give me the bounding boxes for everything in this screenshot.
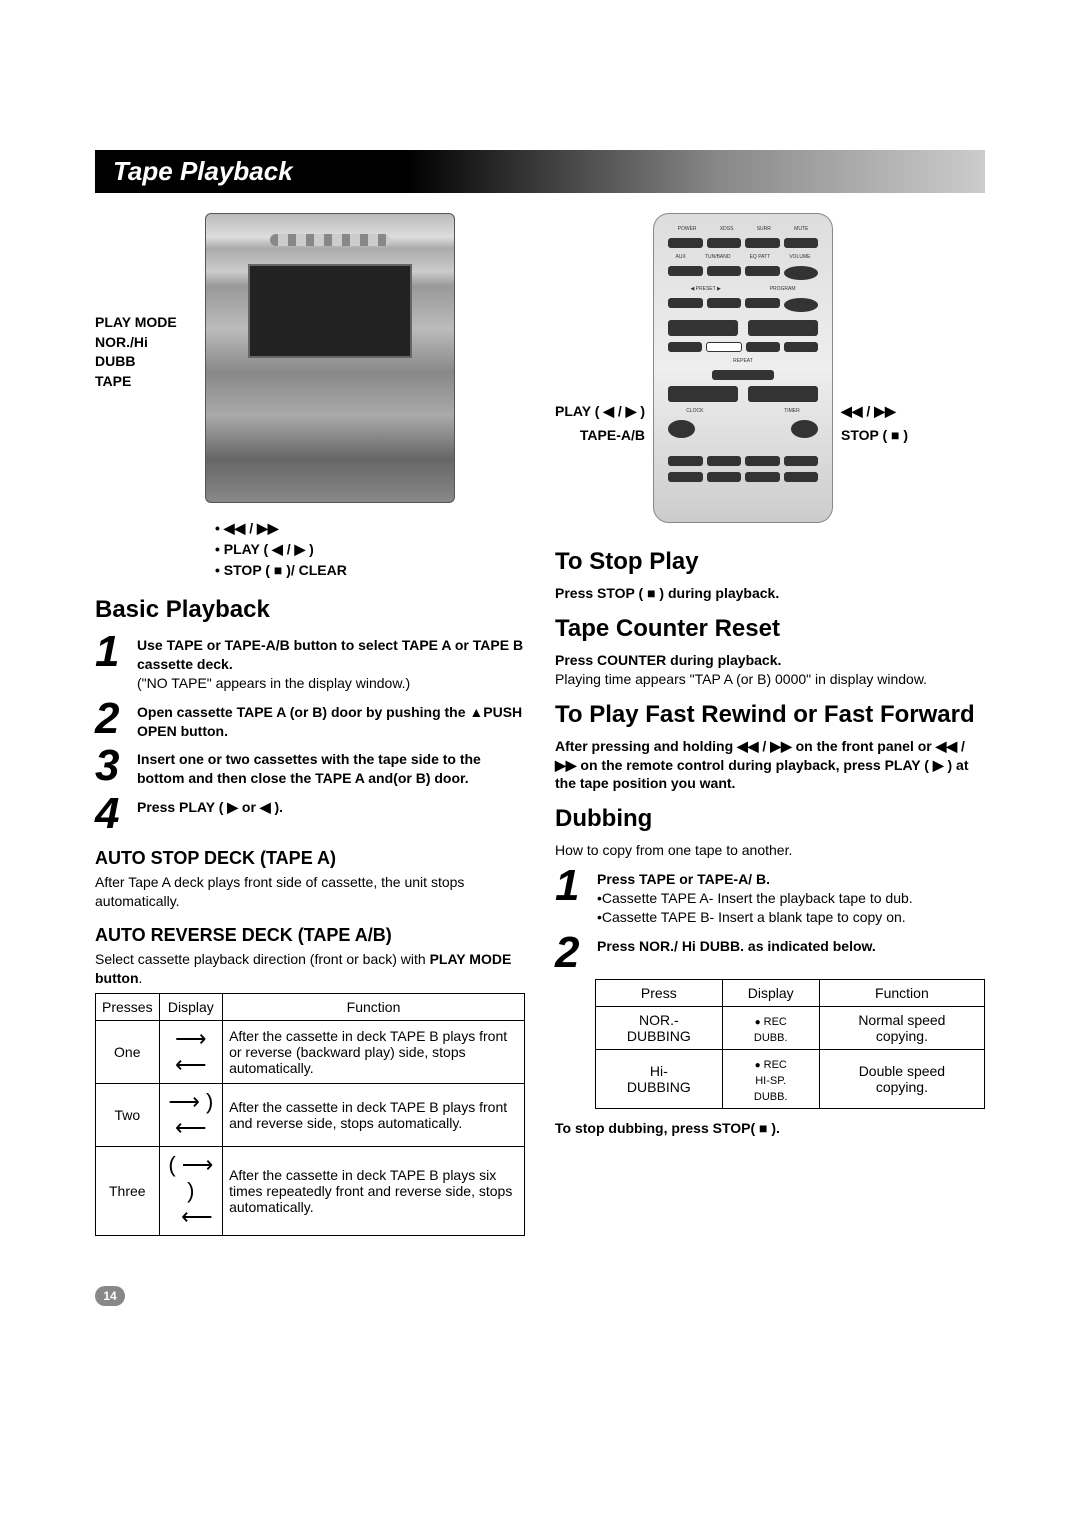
device-bottom-label: • ◀◀ / ▶▶	[215, 518, 525, 539]
step-number: 2	[95, 699, 129, 739]
step-text: •Cassette TAPE B- Insert a blank tape to…	[597, 909, 906, 925]
cell-presses: One	[96, 1021, 160, 1084]
auto-reverse-table: Presses Display Function One ⟶⟵ After th…	[95, 993, 525, 1236]
page-number: 14	[95, 1286, 125, 1306]
step-text-bold: Press TAPE or TAPE-A/ B.	[597, 871, 770, 887]
remote-label: STOP ( ■ )	[841, 424, 908, 448]
step-number: 2	[555, 933, 589, 973]
device-bottom-label: • PLAY ( ◀ / ▶ )	[215, 539, 525, 560]
step-number: 3	[95, 746, 129, 786]
dubbing-step-2: 2 Press NOR./ Hi DUBB. as indicated belo…	[555, 933, 985, 973]
remote-diagram-area: PLAY ( ◀ / ▶ ) TAPE-A/B POWERXDSSSURRMUT…	[555, 213, 985, 523]
table-header: Press	[596, 979, 723, 1006]
cell-press: NOR.-DUBBING	[596, 1006, 723, 1049]
to-stop-heading: To Stop Play	[555, 548, 985, 576]
table-header: Function	[223, 994, 525, 1021]
cell-function: Normal speedcopying.	[819, 1006, 984, 1049]
step-text-bold: Press PLAY ( ▶ or ◀ ).	[137, 799, 283, 815]
cell-display: ⟶ )⟵	[159, 1084, 222, 1147]
table-row: NOR.-DUBBING RECDUBB. Normal speedcopyin…	[596, 1006, 985, 1049]
auto-stop-body: After Tape A deck plays front side of ca…	[95, 873, 525, 911]
dubbing-heading: Dubbing	[555, 805, 985, 833]
auto-reverse-body: Select cassette playback direction (fron…	[95, 950, 525, 988]
step-1: 1 Use TAPE or TAPE-A/B button to select …	[95, 632, 525, 693]
cell-function: Double speedcopying.	[819, 1049, 984, 1108]
table-row: One ⟶⟵ After the cassette in deck TAPE B…	[96, 1021, 525, 1084]
right-column: PLAY ( ◀ / ▶ ) TAPE-A/B POWERXDSSSURRMUT…	[555, 213, 985, 1306]
auto-reverse-heading: AUTO REVERSE DECK (TAPE A/B)	[95, 925, 525, 946]
counter-heading: Tape Counter Reset	[555, 615, 985, 643]
ffwd-heading: To Play Fast Rewind or Fast Forward	[555, 701, 985, 729]
table-row: Three ( ⟶ ) ⟵ After the cassette in deck…	[96, 1147, 525, 1236]
step-text-bold: Press NOR./ Hi DUBB. as indicated below.	[597, 938, 876, 954]
cell-presses: Two	[96, 1084, 160, 1147]
stereo-illustration	[205, 213, 455, 503]
remote-label: ◀◀ / ▶▶	[841, 400, 908, 424]
cell-display: RECHI-SP.DUBB.	[722, 1049, 819, 1108]
device-label-list: PLAY MODE NOR./Hi DUBB TAPE	[95, 213, 205, 503]
device-bottom-label: • STOP ( ■ )/ CLEAR	[215, 560, 525, 581]
dubbing-stop: To stop dubbing, press STOP( ■ ).	[555, 1119, 985, 1138]
cell-display: ( ⟶ ) ⟵	[159, 1147, 222, 1236]
device-label: TAPE	[95, 372, 205, 392]
cell-display: ⟶⟵	[159, 1021, 222, 1084]
page-title-bar: Tape Playback	[95, 150, 985, 193]
dubbing-intro: How to copy from one tape to another.	[555, 841, 985, 860]
remote-labels-right: ◀◀ / ▶▶ STOP ( ■ )	[841, 400, 908, 523]
dubbing-table: Press Display Function NOR.-DUBBING RECD…	[595, 979, 985, 1109]
to-stop-body: Press STOP ( ■ ) during playback.	[555, 584, 985, 603]
table-header: Function	[819, 979, 984, 1006]
remote-illustration: POWERXDSSSURRMUTE AUXTUN/BANDEQ PATTVOLU…	[653, 213, 833, 523]
step-2: 2 Open cassette TAPE A (or B) door by pu…	[95, 699, 525, 741]
step-text: •Cassette TAPE A- Insert the playback ta…	[597, 890, 913, 906]
counter-body: Playing time appears "TAP A (or B) 0000"…	[555, 671, 927, 687]
remote-label: TAPE-A/B	[555, 424, 645, 448]
auto-reverse-text: Select cassette playback direction (fron…	[95, 951, 426, 967]
cell-display: RECDUBB.	[722, 1006, 819, 1049]
device-bottom-labels: • ◀◀ / ▶▶ • PLAY ( ◀ / ▶ ) • STOP ( ■ )/…	[215, 518, 525, 581]
device-label: DUBB	[95, 352, 205, 372]
content-columns: PLAY MODE NOR./Hi DUBB TAPE • ◀◀ / ▶▶ • …	[95, 213, 985, 1306]
cell-function: After the cassette in deck TAPE B plays …	[223, 1147, 525, 1236]
table-row: Two ⟶ )⟵ After the cassette in deck TAPE…	[96, 1084, 525, 1147]
step-text-bold: Use TAPE or TAPE-A/B button to select TA…	[137, 637, 523, 672]
device-label: NOR./Hi	[95, 333, 205, 353]
left-column: PLAY MODE NOR./Hi DUBB TAPE • ◀◀ / ▶▶ • …	[95, 213, 525, 1306]
device-diagram-area: PLAY MODE NOR./Hi DUBB TAPE	[95, 213, 525, 503]
auto-stop-heading: AUTO STOP DECK (TAPE A)	[95, 848, 525, 869]
cell-function: After the cassette in deck TAPE B plays …	[223, 1084, 525, 1147]
basic-playback-heading: Basic Playback	[95, 596, 525, 624]
step-number: 1	[95, 632, 129, 672]
table-header: Presses	[96, 994, 160, 1021]
cell-function: After the cassette in deck TAPE B plays …	[223, 1021, 525, 1084]
table-header: Display	[159, 994, 222, 1021]
step-text-bold: Insert one or two cassettes with the tap…	[137, 751, 481, 786]
device-label: PLAY MODE	[95, 313, 205, 333]
table-header: Display	[722, 979, 819, 1006]
remote-labels-left: PLAY ( ◀ / ▶ ) TAPE-A/B	[555, 400, 645, 523]
remote-label: PLAY ( ◀ / ▶ )	[555, 400, 645, 424]
step-text: ("NO TAPE" appears in the display window…	[137, 675, 410, 691]
step-number: 1	[555, 866, 589, 906]
dubbing-step-1: 1 Press TAPE or TAPE-A/ B. •Cassette TAP…	[555, 866, 985, 927]
counter-body-bold: Press COUNTER during playback.	[555, 652, 781, 668]
step-number: 4	[95, 794, 129, 834]
step-text-bold: Open cassette TAPE A (or B) door by push…	[137, 704, 522, 739]
cell-press: Hi-DUBBING	[596, 1049, 723, 1108]
step-4: 4 Press PLAY ( ▶ or ◀ ).	[95, 794, 525, 834]
cell-presses: Three	[96, 1147, 160, 1236]
ffwd-body: After pressing and holding ◀◀ / ▶▶ on th…	[555, 737, 985, 794]
step-3: 3 Insert one or two cassettes with the t…	[95, 746, 525, 788]
table-row: Hi-DUBBING RECHI-SP.DUBB. Double speedco…	[596, 1049, 985, 1108]
